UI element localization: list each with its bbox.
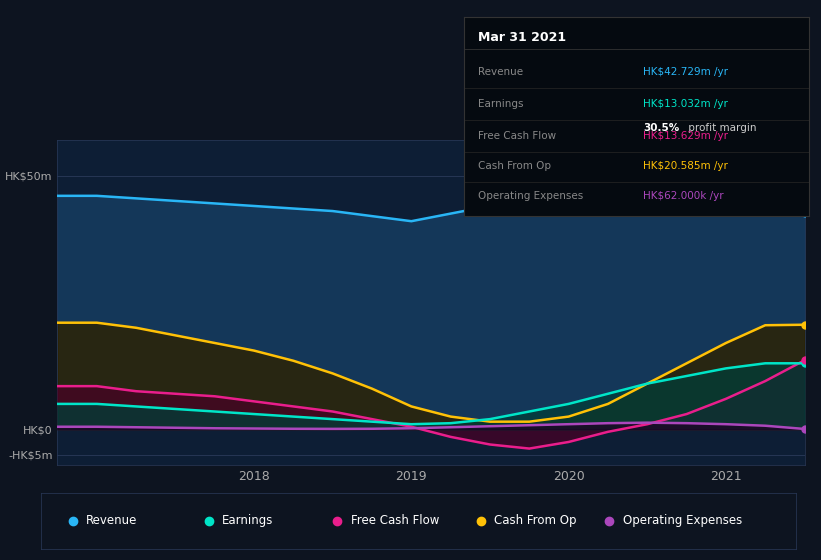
Text: HK$13.032m /yr: HK$13.032m /yr bbox=[643, 99, 728, 109]
Text: Revenue: Revenue bbox=[478, 67, 523, 77]
Text: Cash From Op: Cash From Op bbox=[478, 161, 551, 171]
Text: Earnings: Earnings bbox=[222, 514, 273, 528]
Text: Revenue: Revenue bbox=[86, 514, 138, 528]
Text: 30.5%: 30.5% bbox=[643, 123, 680, 133]
Text: Earnings: Earnings bbox=[478, 99, 523, 109]
Text: Operating Expenses: Operating Expenses bbox=[478, 191, 583, 200]
Text: HK$20.585m /yr: HK$20.585m /yr bbox=[643, 161, 728, 171]
Text: Mar 31 2021: Mar 31 2021 bbox=[478, 31, 566, 44]
Text: HK$13.629m /yr: HK$13.629m /yr bbox=[643, 131, 728, 141]
Text: Free Cash Flow: Free Cash Flow bbox=[351, 514, 439, 528]
Text: Free Cash Flow: Free Cash Flow bbox=[478, 131, 556, 141]
Text: HK$62.000k /yr: HK$62.000k /yr bbox=[643, 191, 724, 200]
Text: Operating Expenses: Operating Expenses bbox=[622, 514, 742, 528]
Text: HK$42.729m /yr: HK$42.729m /yr bbox=[643, 67, 728, 77]
Text: profit margin: profit margin bbox=[685, 123, 756, 133]
Text: Cash From Op: Cash From Op bbox=[494, 514, 576, 528]
